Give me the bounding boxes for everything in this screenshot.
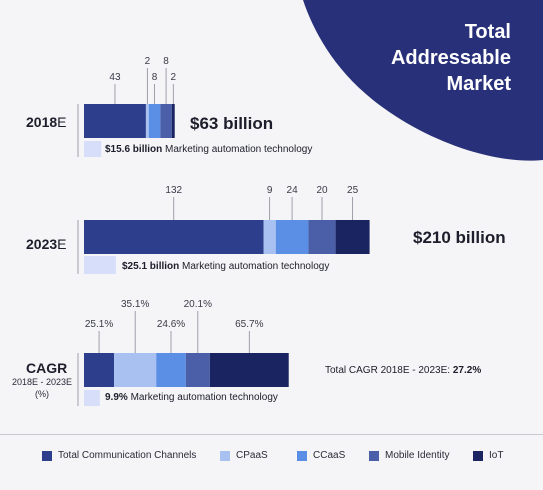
value-label: 20.1% [184, 299, 212, 310]
value-label: 2 [170, 72, 176, 83]
chart-title-line-1: Total [464, 21, 511, 43]
legend-item-ccaas: CCaaS [297, 450, 345, 461]
legend-swatch [369, 450, 379, 461]
legend-swatch [220, 450, 230, 461]
value-label: 25.1% [85, 319, 113, 330]
value-label: 8 [163, 56, 169, 67]
bar-segment [335, 220, 370, 254]
bar-segment [209, 353, 289, 387]
chart-legend: Total Communication Channels CPaaS CCaaS… [0, 450, 543, 474]
note-2023: $25.1 billion Marketing automation techn… [122, 261, 330, 272]
value-label: 24 [287, 185, 299, 196]
bar-segment [308, 220, 336, 254]
row-sublabel-cagr: 2018E - 2023E (%) [11, 377, 73, 399]
legend-item-total-communication-channels: Total Communication Channels [42, 450, 196, 461]
legend-item-iot: IoT [473, 450, 503, 461]
row-label-2018: 2018E [26, 114, 67, 130]
row-label-2023: 2023E [26, 236, 67, 252]
bar-segment [84, 104, 146, 138]
value-label: 20 [316, 185, 328, 196]
bar-segment [160, 104, 172, 138]
row-label-cagr: CAGR [26, 360, 68, 376]
legend-item-mobile-identity: Mobile Identity [369, 450, 449, 461]
note-2018: $15.6 billion Marketing automation techn… [105, 144, 313, 155]
bar-segment [275, 220, 309, 254]
bar-segment [185, 353, 210, 387]
legend-swatch [473, 450, 483, 461]
bar-segment [148, 104, 161, 138]
bar-segment [84, 353, 115, 387]
value-label: 43 [109, 72, 121, 83]
note-cagr: 9.9% Marketing automation technology [105, 392, 278, 403]
value-label: 9 [267, 185, 273, 196]
bar-segment [156, 353, 186, 387]
bar-segment [114, 353, 157, 387]
title-background-shape [303, 0, 543, 161]
chart-title-line-2: Addressable [390, 47, 511, 69]
bar-segment [145, 104, 149, 138]
total-2018: $63 billion [190, 114, 274, 133]
bar-segment [263, 220, 276, 254]
value-label: 35.1% [121, 299, 149, 310]
note-bar [84, 256, 116, 274]
note-bar [84, 390, 100, 406]
legend-divider [0, 434, 543, 435]
legend-item-cpaas: CPaaS [220, 450, 268, 461]
note-bar [84, 141, 102, 157]
value-label: 25 [347, 185, 359, 196]
chart-title-line-3: Market [446, 73, 511, 95]
legend-swatch [42, 450, 52, 461]
value-label: 2 [145, 56, 151, 67]
value-label: 132 [165, 185, 182, 196]
value-label: 8 [152, 72, 158, 83]
bar-segment [84, 220, 264, 254]
legend-swatch [297, 450, 307, 461]
total-cagr: Total CAGR 2018E - 2023E: 27.2% [325, 365, 482, 376]
value-label: 65.7% [235, 319, 263, 330]
bar-segment [171, 104, 175, 138]
value-label: 24.6% [157, 319, 185, 330]
total-2023: $210 billion [413, 228, 506, 247]
